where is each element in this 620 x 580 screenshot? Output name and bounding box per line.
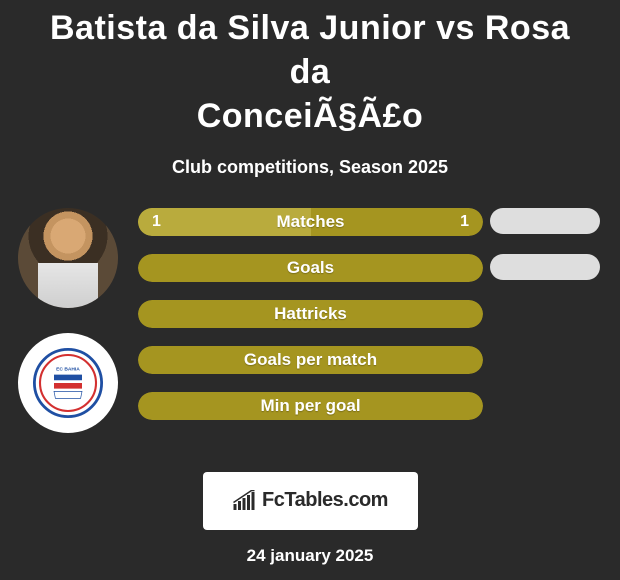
svg-text:EC BAHIA: EC BAHIA — [56, 366, 80, 372]
stat-bar: Goals — [138, 254, 483, 282]
stat-label: Matches — [138, 208, 483, 236]
pill-slot — [490, 346, 610, 374]
pill-slot — [490, 208, 610, 236]
brand-name: FcTables.com — [262, 489, 388, 512]
title-line1: Batista da Silva Junior vs Rosa da — [50, 9, 570, 91]
stat-label: Hattricks — [138, 300, 483, 328]
chart-icon — [232, 490, 256, 512]
brand-box: FcTables.com — [203, 472, 418, 530]
title-line2: ConceiÃ§Ã£o — [197, 97, 424, 135]
club-badge-icon: EC BAHIA — [33, 348, 103, 418]
page-title: Batista da Silva Junior vs Rosa da Conce… — [0, 0, 620, 139]
stat-bar: Goals per match — [138, 346, 483, 374]
comparison-area: EC BAHIA 11Matches Goals Hattricks Goals pe… — [0, 208, 620, 468]
comparison-bars: 11Matches Goals Hattricks Goals per match Mi… — [138, 208, 483, 438]
comparison-pill — [490, 254, 600, 280]
player1-avatar — [18, 208, 118, 308]
comparison-pills — [490, 208, 610, 438]
stat-bar: Min per goal — [138, 392, 483, 420]
stat-label: Goals per match — [138, 346, 483, 374]
footer-date: 24 january 2025 — [0, 546, 620, 566]
subtitle: Club competitions, Season 2025 — [0, 157, 620, 178]
avatar-column: EC BAHIA — [10, 208, 128, 433]
player2-club-badge: EC BAHIA — [18, 333, 118, 433]
stat-bar: Hattricks — [138, 300, 483, 328]
pill-slot — [490, 300, 610, 328]
stat-bar: 11Matches — [138, 208, 483, 236]
stat-label: Goals — [138, 254, 483, 282]
comparison-pill — [490, 208, 600, 234]
pill-slot — [490, 392, 610, 420]
pill-slot — [490, 254, 610, 282]
stat-label: Min per goal — [138, 392, 483, 420]
